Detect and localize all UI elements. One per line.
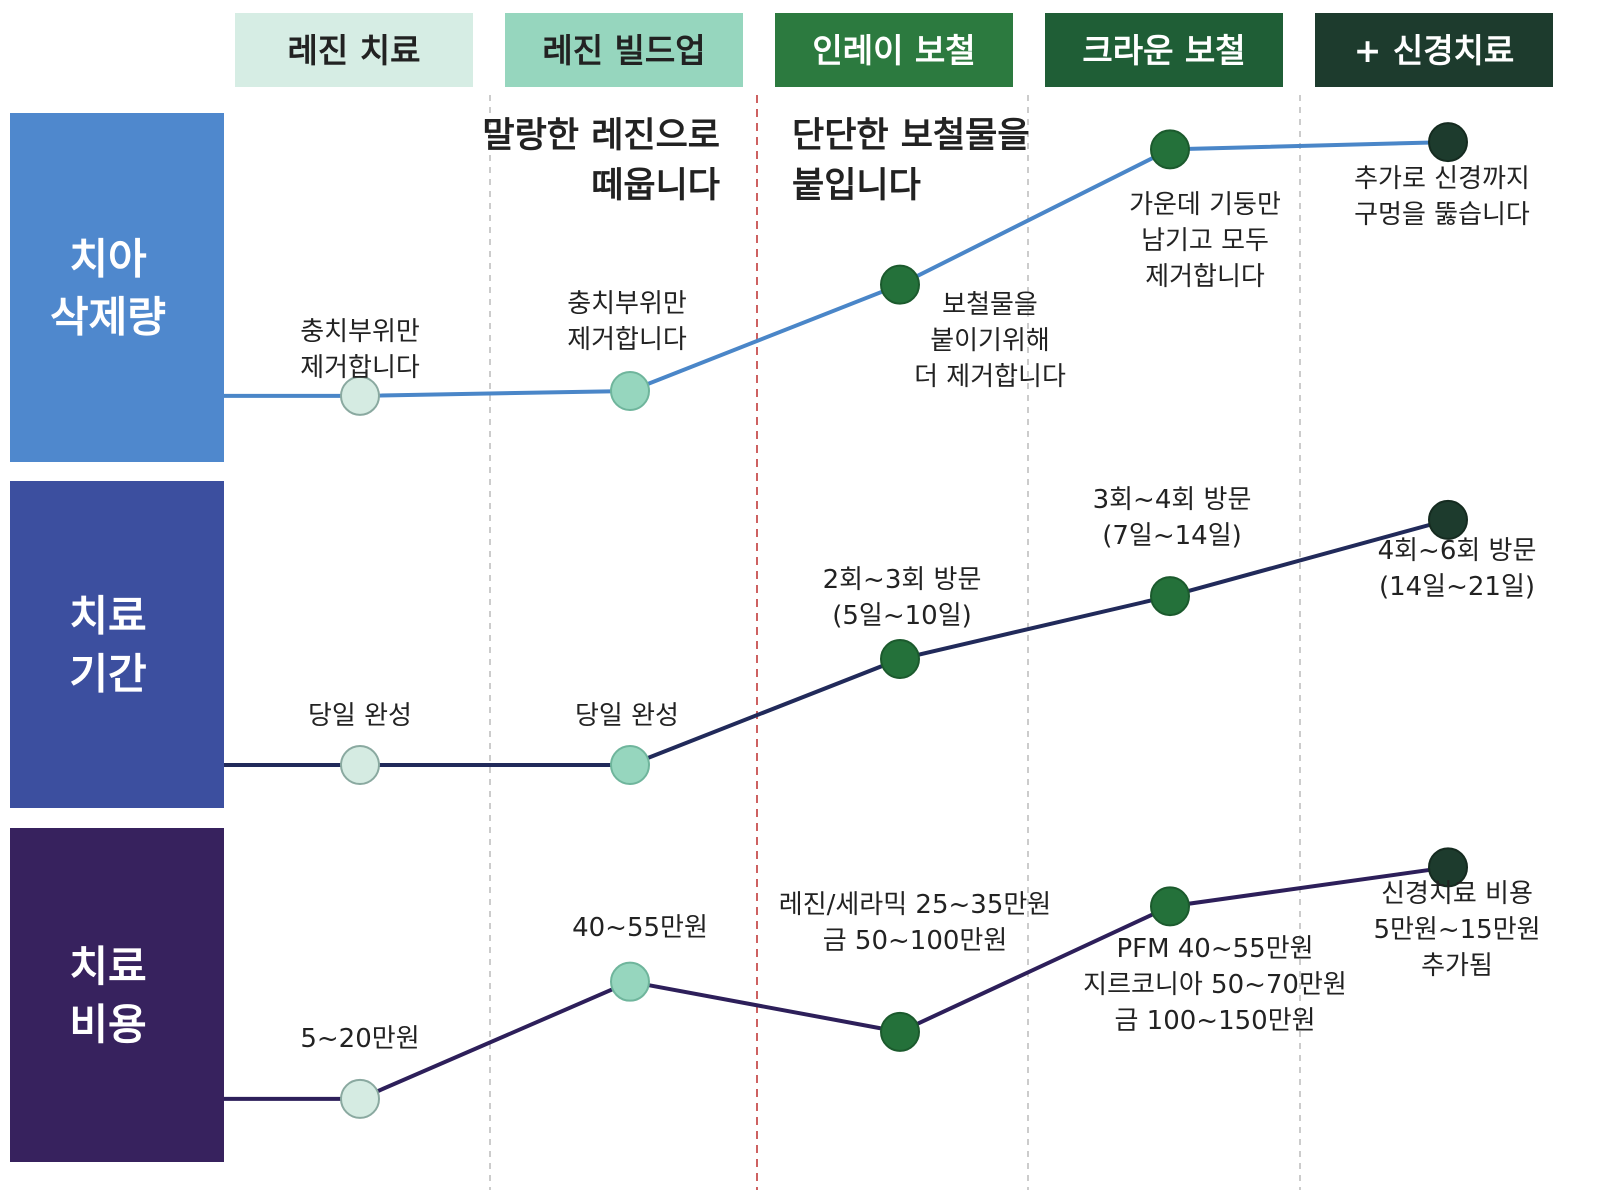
row-series-line-1 (224, 140, 1449, 398)
point-label-line: 레진/세라믹 25~35만원 (779, 890, 1051, 920)
stage-header-label: 레진 빌드업 (542, 31, 705, 70)
point-label-line: 충치부위만 (300, 317, 420, 347)
point-label-line: 당일 완성 (575, 701, 679, 731)
data-point (1150, 886, 1190, 927)
point-label-line: (14일~21일) (1379, 572, 1535, 602)
point-label-line: 가운데 기둥만 (1129, 190, 1281, 220)
row-label-line: 기간 (69, 650, 146, 699)
row-series-line-2 (224, 517, 1449, 767)
point-label: 5~20만원 (300, 1024, 419, 1054)
stage-header-label: 레진 치료 (288, 31, 421, 70)
point-label-line: 붙이기위해 (930, 326, 1050, 356)
row-label-line: 비용 (69, 1000, 146, 1049)
point-label-line: 충치부위만 (567, 289, 687, 319)
resin-note-line: 말랑한 레진으로 (482, 116, 720, 156)
point-label: 당일 완성 (575, 701, 679, 731)
point-label: 당일 완성 (308, 701, 412, 731)
point-label-line: (7일~14일) (1102, 521, 1242, 551)
point-label-line: 더 제거합니다 (914, 362, 1066, 392)
stage-header-3 (775, 13, 1013, 87)
data-point (340, 375, 380, 416)
prosthesis-note-line: 단단한 보철물을 (792, 116, 1030, 156)
data-point (340, 745, 380, 785)
point-label-line: 제거합니다 (567, 325, 687, 355)
row-label-block-3 (10, 828, 224, 1162)
point-label-line: 40~55만원 (572, 913, 708, 943)
point-label-line: 추가로 신경까지 (1354, 164, 1530, 194)
stage-header-label: 크라운 보철 (1082, 31, 1245, 70)
data-point (1428, 122, 1468, 163)
data-point (880, 1011, 920, 1052)
point-label-line: 지르코니아 50~70만원 (1083, 970, 1347, 1000)
point-label-line: (5일~10일) (832, 601, 972, 631)
point-label: 40~55만원 (572, 913, 708, 943)
data-point (1150, 576, 1190, 617)
point-label-line: 추가됨 (1421, 951, 1493, 981)
point-label-line: PFM 40~55만원 (1116, 934, 1313, 964)
stage-header-2 (505, 13, 743, 87)
point-label-line: 3회~4회 방문 (1093, 485, 1252, 515)
point-label-line: 금 100~150만원 (1114, 1006, 1315, 1036)
data-point (1428, 499, 1468, 540)
resin-note-line: 떼웁니다 (591, 166, 720, 206)
row-label-line: 치료 (69, 592, 146, 641)
row-label-line: 치료 (69, 942, 146, 991)
point-label-line: 보철물을 (942, 290, 1038, 320)
point-label-line: 당일 완성 (308, 701, 412, 731)
data-point (1428, 847, 1468, 888)
point-label-line: 구멍을 뚫습니다 (1354, 200, 1530, 230)
stage-header-label: + 신경치료 (1354, 31, 1515, 70)
row-label-line: 치아 (69, 235, 147, 284)
point-label-line: 제거합니다 (1145, 262, 1265, 292)
point-label-line: 금 50~100만원 (823, 926, 1008, 956)
data-point (1150, 129, 1190, 170)
point-label-line: 제거합니다 (300, 353, 420, 383)
stage-header-1 (235, 13, 473, 87)
data-point (880, 264, 920, 305)
stage-header-5 (1315, 13, 1553, 87)
point-label-line: 5만원~15만원 (1373, 915, 1540, 945)
row-label-block-1 (10, 113, 224, 462)
point-label-line: 4회~6회 방문 (1378, 536, 1537, 566)
data-point (610, 745, 650, 785)
point-label-line: 남기고 모두 (1141, 226, 1269, 256)
stage-header-label: 인레이 보철 (812, 31, 975, 70)
prosthesis-note-line: 붙입니다 (792, 166, 921, 206)
row-label-block-2 (10, 481, 224, 808)
point-label: 4회~6회 방문 (14일~21일) (1378, 536, 1537, 602)
data-point (880, 639, 920, 679)
point-label: 3회~4회 방문 (7일~14일) (1093, 485, 1252, 551)
stage-header-4 (1045, 13, 1283, 87)
point-label: 2회~3회 방문 (5일~10일) (823, 565, 982, 631)
data-point (610, 371, 650, 411)
data-point (340, 1078, 380, 1119)
point-label-line: 신경치료 비용 (1381, 879, 1533, 909)
row-series-line-3 (224, 865, 1449, 1101)
point-label-line: 2회~3회 방문 (823, 565, 982, 595)
data-point (610, 961, 650, 1002)
row-label-line: 삭제량 (50, 293, 166, 342)
point-label-line: 5~20만원 (300, 1024, 419, 1054)
